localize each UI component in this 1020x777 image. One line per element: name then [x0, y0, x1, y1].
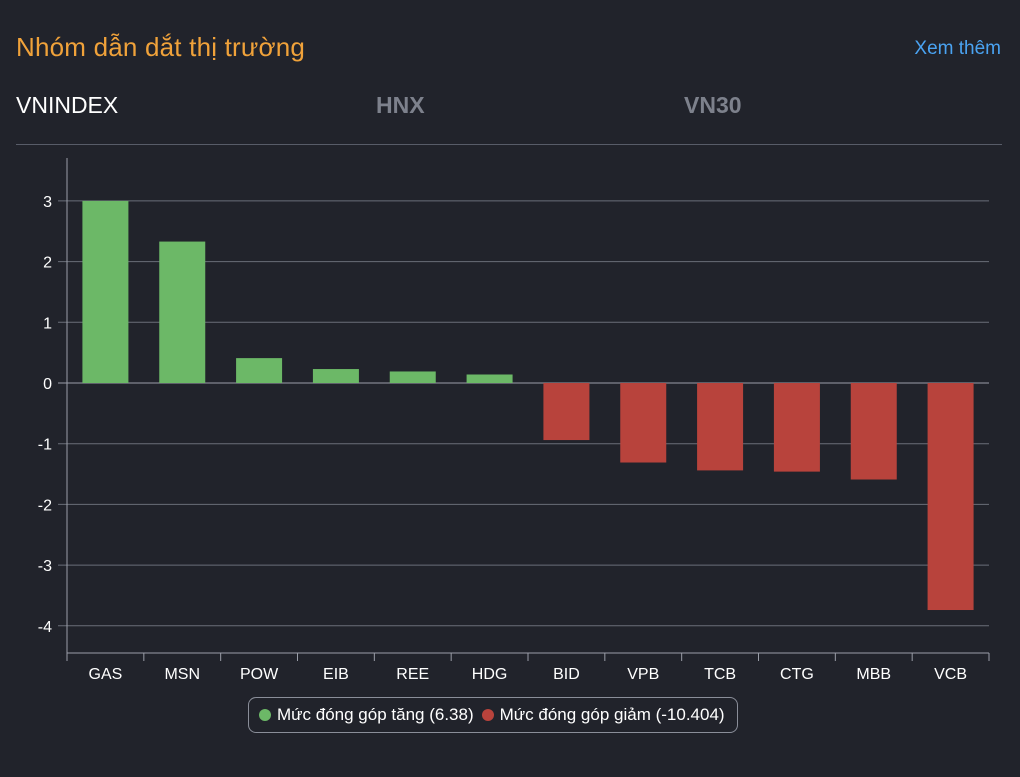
x-tick-label: VCB	[934, 666, 967, 683]
x-tick-label: VPB	[627, 666, 659, 683]
bar-bid	[543, 383, 590, 441]
bar-hdg	[466, 374, 513, 383]
section-title: Nhóm dẫn dắt thị trường	[16, 32, 306, 62]
x-tick-label: POW	[240, 666, 279, 683]
bar-vpb	[620, 383, 667, 463]
chart-legend: Mức đóng góp tăng (6.38) Mức đóng góp gi…	[248, 697, 738, 733]
bar-tcb	[697, 383, 744, 471]
legend-positive-label: Mức đóng góp tăng (6.38)	[277, 705, 474, 724]
bar-mbb	[850, 383, 897, 480]
y-tick-label: 1	[43, 315, 52, 332]
legend-negative-marker	[481, 709, 494, 721]
bar-ree	[389, 371, 436, 383]
bar-msn	[159, 241, 206, 383]
x-tick-label: CTG	[780, 666, 814, 683]
legend-negative[interactable]: Mức đóng góp giảm (-10.404)	[481, 705, 725, 725]
x-tick-label: MBB	[856, 666, 891, 683]
bar-ctg	[773, 383, 820, 472]
y-tick-label: 2	[43, 255, 52, 272]
index-tabs: VNINDEX HNX VN30	[0, 92, 1020, 132]
see-more-link[interactable]: Xem thêm	[914, 38, 1001, 59]
tab-hnx[interactable]: HNX	[376, 92, 425, 118]
tabs-divider	[16, 144, 1002, 145]
legend-positive[interactable]: Mức đóng góp tăng (6.38)	[259, 705, 474, 725]
x-tick-label: BID	[553, 666, 580, 683]
legend-negative-label: Mức đóng góp giảm (-10.404)	[499, 705, 725, 724]
bar-gas	[82, 200, 129, 383]
contribution-bar-chart: 3 2 1 0 -1 -2 -3 -4 GAS MSN POW EIB REE HDG BID VPB TCB C…	[38, 158, 990, 683]
bar-eib	[312, 369, 359, 383]
bar-pow	[236, 358, 283, 383]
y-tick-label: -1	[38, 437, 52, 454]
x-tick-label: MSN	[164, 666, 200, 683]
y-tick-label: -4	[38, 619, 52, 636]
legend-positive-marker	[259, 709, 271, 721]
x-tick-label: TCB	[704, 666, 736, 683]
y-tick-label: 3	[43, 194, 52, 211]
tab-vn30[interactable]: VN30	[684, 92, 742, 118]
y-tick-label: -2	[38, 497, 52, 514]
bar-vcb	[927, 383, 974, 611]
y-tick-label: -3	[38, 558, 52, 575]
tab-vnindex[interactable]: VNINDEX	[16, 92, 119, 118]
x-tick-label: HDG	[472, 666, 508, 683]
y-tick-label: 0	[43, 376, 52, 393]
x-tick-label: REE	[396, 666, 429, 683]
x-tick-label: EIB	[323, 666, 349, 683]
x-tick-label: GAS	[89, 666, 123, 683]
